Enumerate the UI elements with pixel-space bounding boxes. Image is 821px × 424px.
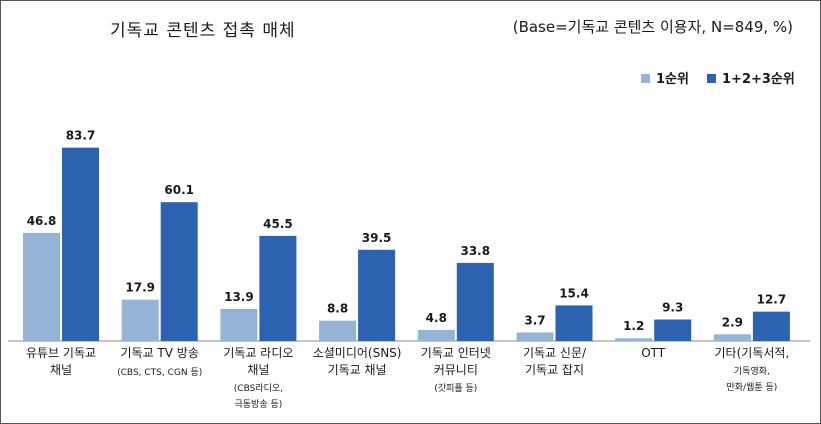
bar-series-2 (555, 305, 593, 341)
category-label: 유튜브 기독교 (26, 346, 96, 360)
category-label: 커뮤니티 (434, 363, 478, 377)
bar-series-2 (752, 311, 790, 341)
legend-label-series-2: 1+2+3순위 (722, 72, 795, 87)
category-sublabel: (CBS, CTS, CGN 등) (117, 367, 202, 378)
category-label: 채널 (50, 363, 72, 377)
category-label: 기독교 라디오 (223, 346, 293, 360)
bar-series-2 (259, 235, 297, 341)
category-label: 기독교 채널 (328, 363, 387, 377)
bar-series-2 (62, 147, 99, 341)
category-sublabel: 극동방송 등) (235, 399, 283, 410)
data-label-series-2: 9.3 (662, 301, 683, 315)
bar-series-1 (121, 299, 159, 341)
data-label-series-2: 45.5 (263, 217, 293, 231)
bar-series-1 (319, 320, 357, 341)
data-label-series-2: 15.4 (559, 286, 589, 300)
data-label-series-1: 17.9 (125, 281, 155, 295)
category-label: 소셜미디어(SNS) (313, 346, 402, 360)
chart-title: 기독교 콘텐츠 접촉 매체 (110, 21, 296, 41)
bar-series-2 (160, 202, 198, 341)
bar-series-1 (516, 332, 554, 341)
bar-series-2 (654, 319, 692, 341)
category-label: 기독교 TV 방송 (121, 346, 199, 360)
data-label-series-1: 2.9 (722, 315, 743, 329)
data-label-series-1: 4.8 (426, 311, 447, 325)
legend-item-series-1: 1순위 (641, 68, 689, 87)
data-label-series-1: 8.8 (327, 302, 348, 316)
data-label-series-2: 39.5 (362, 231, 392, 245)
data-label-series-1: 3.7 (524, 313, 545, 327)
bar-series-2 (456, 262, 494, 341)
data-label-series-2: 33.8 (460, 244, 490, 258)
category-label: OTT (641, 346, 666, 360)
bar-series-1 (23, 232, 60, 341)
bar-series-1 (713, 334, 751, 341)
legend-swatch-series-1 (641, 74, 650, 83)
bar-series-2 (358, 249, 396, 341)
category-sublabel: 만화/웹툰 등) (726, 382, 777, 393)
data-label-series-2: 12.7 (757, 293, 787, 307)
category-sublabel: (갓피플 등) (434, 383, 477, 394)
category-sublabel: (CBS라디오, (234, 383, 283, 394)
data-label-series-2: 83.7 (66, 129, 96, 143)
category-label: 채널 (247, 363, 269, 377)
category-label: 기독교 신문/ (523, 346, 587, 360)
data-label-series-2: 60.1 (164, 183, 194, 197)
base-note: (Base=기독교 콘텐츠 이용자, N=849, %) (512, 18, 793, 36)
bar-series-1 (417, 329, 455, 341)
data-label-series-1: 1.2 (623, 319, 644, 333)
bar-series-1 (615, 338, 653, 341)
category-label: 기타(기독서적, (715, 346, 790, 360)
legend-swatch-series-2 (707, 74, 716, 83)
legend-item-series-2: 1+2+3순위 (707, 68, 795, 87)
bar-series-1 (220, 308, 258, 341)
legend-label-series-1: 1순위 (656, 72, 689, 87)
data-label-series-1: 46.8 (27, 214, 57, 228)
category-label: 기독교 잡지 (525, 363, 584, 377)
category-sublabel: 기독영화, (734, 366, 770, 377)
data-label-series-1: 13.9 (224, 290, 254, 304)
category-label: 기독교 인터넷 (421, 346, 491, 360)
